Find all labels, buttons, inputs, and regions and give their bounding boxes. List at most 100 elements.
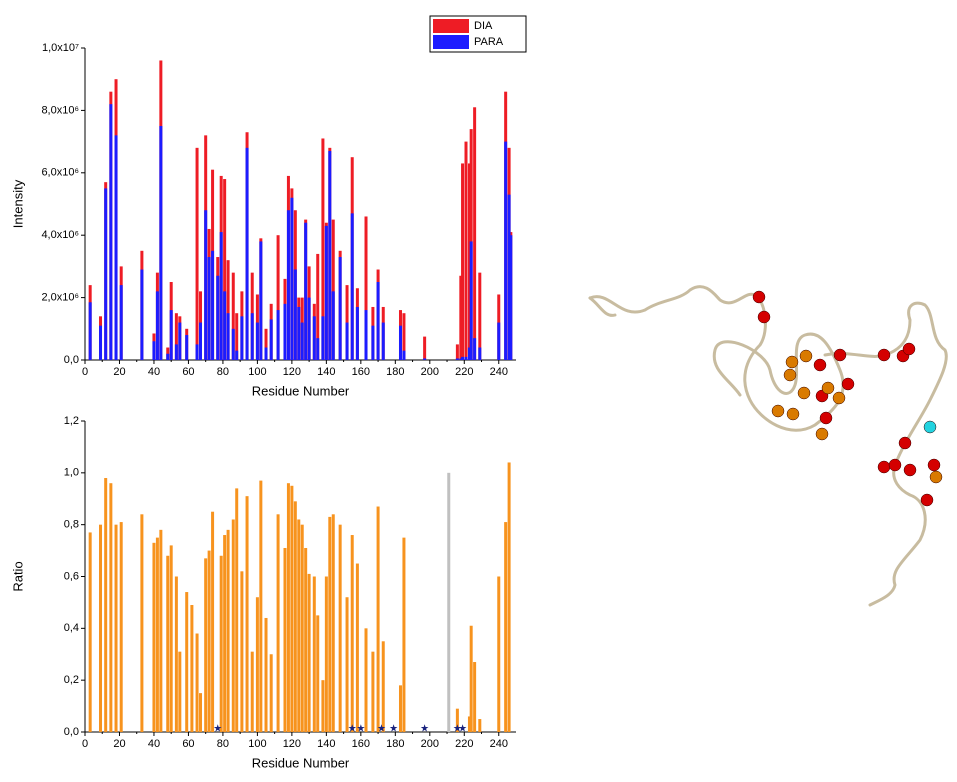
x-tick-label: 180 — [386, 738, 404, 750]
bar — [507, 194, 511, 360]
bar — [286, 483, 290, 732]
sphere — [902, 342, 916, 356]
y-tick-label: 6,0x10⁶ — [41, 167, 79, 179]
bar — [211, 511, 215, 732]
y-tick-label: 0,0 — [64, 354, 79, 366]
residue-spheres — [752, 290, 943, 507]
bar — [300, 322, 304, 360]
bar — [276, 310, 280, 360]
bar — [473, 107, 477, 360]
bar — [88, 532, 92, 732]
bar — [255, 322, 259, 360]
bar — [381, 322, 385, 360]
bar — [250, 313, 254, 360]
bar — [231, 519, 235, 732]
bar — [376, 506, 380, 732]
chart: 0,0 0,2 0,4 0,6 0,8 1,0 1,2 0 20 40 60 80 100 120 140 1… — [10, 415, 516, 770]
star-marker: ★ — [377, 724, 386, 735]
bar — [259, 480, 263, 732]
bar — [286, 210, 290, 360]
bar — [402, 537, 406, 732]
bar — [166, 353, 170, 360]
sphere — [841, 377, 855, 391]
bar — [300, 524, 304, 732]
bar — [331, 219, 335, 360]
bar — [88, 302, 92, 360]
bar — [473, 338, 477, 360]
bar — [226, 260, 230, 360]
bar — [276, 514, 280, 732]
bar — [99, 524, 103, 732]
bar — [297, 519, 301, 732]
bar — [174, 313, 178, 360]
star-marker: ★ — [213, 724, 222, 735]
star-marker: ★ — [356, 724, 365, 735]
bar — [245, 496, 249, 732]
bar — [152, 341, 156, 360]
bar — [207, 257, 211, 360]
legend-swatch — [433, 19, 469, 33]
bar — [119, 285, 123, 360]
bar — [264, 347, 268, 360]
bar — [461, 356, 465, 360]
bar — [467, 163, 471, 360]
chart: 0,0 2,0x10⁶ 4,0x10⁶ 6,0x10⁶ 8,0x10⁶ 1,0x10⁷ 0 2… — [10, 15, 527, 398]
bar — [223, 535, 227, 732]
x-tick-label: 60 — [182, 366, 194, 378]
bar — [447, 472, 451, 732]
bar — [297, 306, 301, 360]
bar — [283, 547, 287, 732]
bar — [293, 501, 297, 732]
sphere — [821, 381, 835, 395]
bar — [459, 275, 463, 360]
sphere — [832, 391, 846, 405]
bar — [423, 336, 427, 360]
bar — [321, 138, 325, 360]
bar — [307, 297, 311, 360]
bar — [464, 356, 468, 360]
x-tick-label: 80 — [217, 366, 229, 378]
bar — [199, 693, 203, 732]
sphere — [927, 458, 941, 472]
bar — [455, 358, 459, 360]
sphere — [898, 436, 912, 450]
sphere — [785, 355, 799, 369]
bar — [381, 641, 385, 732]
y-axis-title: Intensity — [10, 179, 25, 228]
x-tick-label: 140 — [317, 366, 335, 378]
bar — [307, 573, 311, 732]
bar — [159, 126, 163, 360]
bar — [223, 179, 227, 360]
bar — [204, 558, 208, 732]
bar — [240, 571, 244, 732]
bar — [223, 291, 227, 360]
x-tick-label: 40 — [148, 366, 160, 378]
sphere — [799, 349, 813, 363]
bar — [264, 328, 268, 360]
y-tick-label: 1,0 — [64, 467, 79, 479]
bar — [283, 303, 287, 360]
bar — [504, 141, 508, 360]
sphere — [877, 460, 891, 474]
bar — [250, 651, 254, 732]
y-tick-label: 2,0x10⁶ — [41, 292, 79, 304]
bar — [312, 576, 316, 732]
backbone — [588, 296, 617, 317]
bar — [469, 625, 473, 732]
bar — [402, 350, 406, 360]
y-tick-label: 8,0x10⁶ — [41, 104, 79, 116]
sphere — [813, 358, 827, 372]
y-tick-label: 1,0x10⁷ — [42, 42, 79, 54]
bar — [497, 576, 501, 732]
bar — [178, 322, 182, 360]
bar — [204, 210, 208, 360]
legend-label: DIA — [474, 20, 493, 32]
x-axis-title: Residue Number — [252, 383, 350, 398]
sphere — [923, 420, 937, 434]
bar — [331, 514, 335, 732]
backbone — [588, 285, 845, 432]
sphere — [888, 458, 902, 472]
y-axis-title: Ratio — [10, 561, 25, 591]
bar — [159, 529, 163, 732]
bar — [304, 547, 308, 732]
